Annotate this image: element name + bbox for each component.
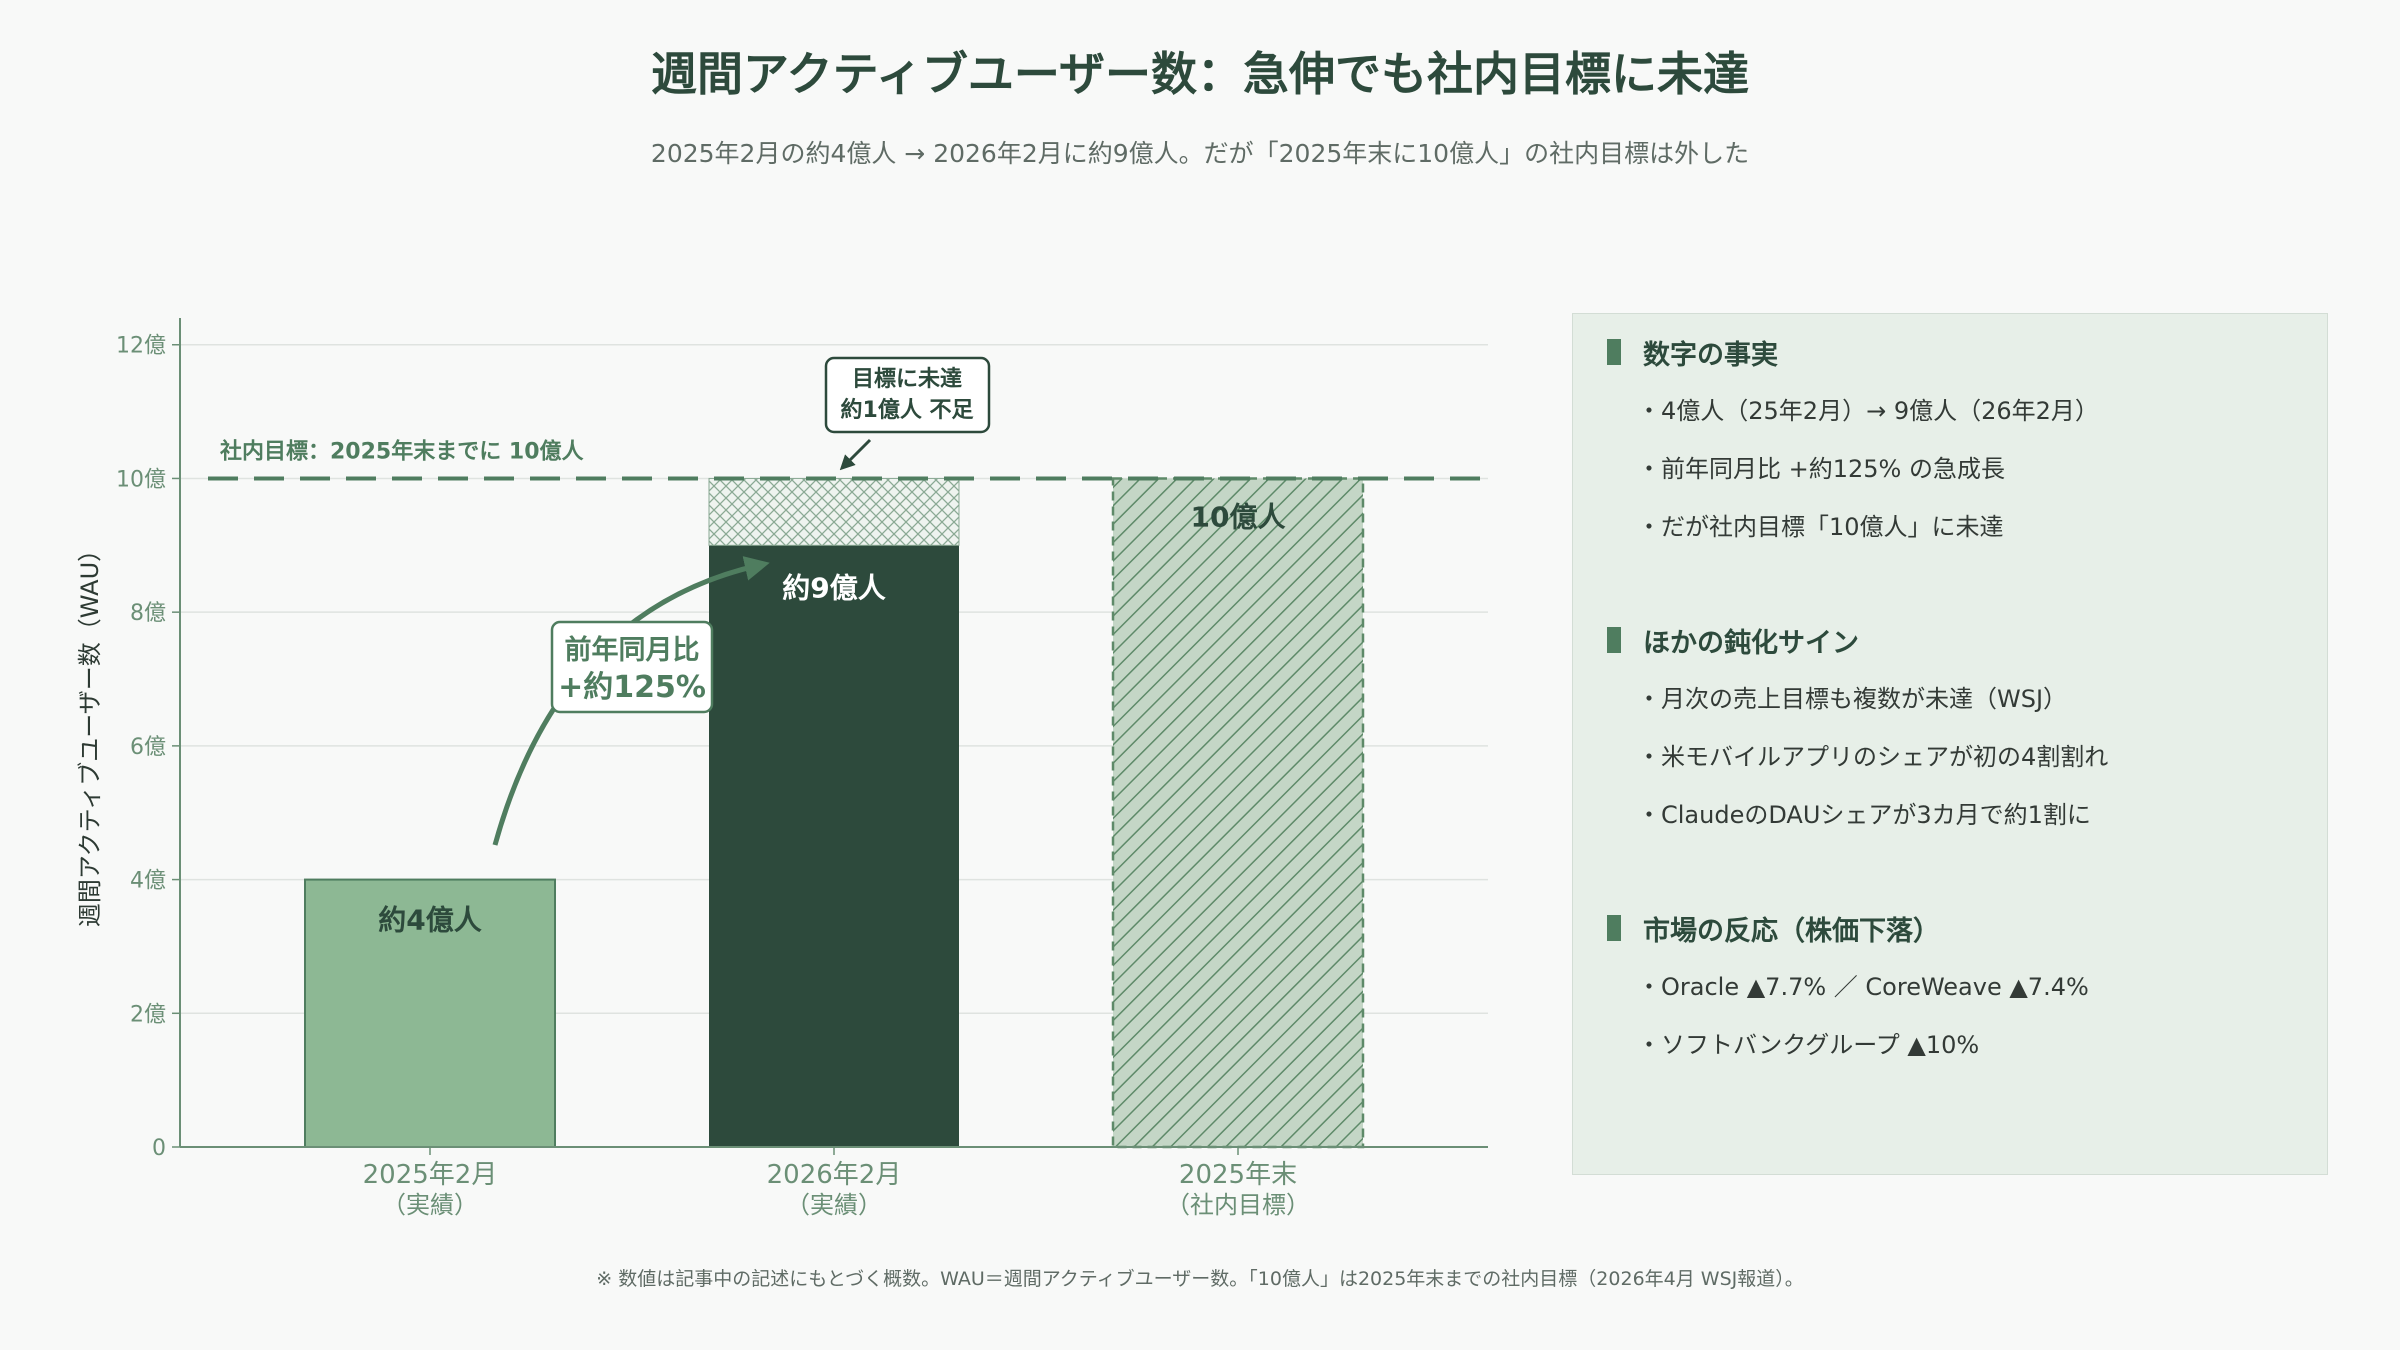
list-item: だが社内目標「10億人」に未達	[1637, 498, 2099, 556]
bar-label: 約4億人	[378, 904, 481, 937]
heading-marker	[1607, 915, 1621, 941]
y-tick-label: 0	[152, 1136, 166, 1161]
x-tick-sublabel: （実績）	[382, 1191, 478, 1219]
bar-label: 約9億人	[782, 571, 885, 604]
shortfall-arrow	[839, 438, 872, 471]
heading-marker	[1607, 339, 1621, 365]
growth-callout-box	[550, 620, 714, 714]
y-tick-label: 6億	[130, 735, 166, 760]
facts-panel: 数字の事実 4億人（25年2月）→ 9億人（26年2月） 前年同月比 +約125…	[1572, 313, 2328, 1175]
axes: 02億4億6億8億10億12億2025年2月（実績）2026年2月（実績）202…	[76, 318, 1488, 1219]
growth-callout-line2: +約125%	[558, 670, 706, 705]
shortfall-callout-box	[824, 356, 991, 434]
list-item: 月次の売上目標も複数が未達（WSJ）	[1637, 670, 2108, 728]
section-heading: 数字の事実	[1607, 334, 2099, 371]
growth-callout-line1: 前年同月比	[565, 634, 700, 666]
panel-section-signs: ほかの鈍化サイン 月次の売上目標も複数が未達（WSJ） 米モバイルアプリのシェア…	[1607, 622, 2108, 844]
shortfall-callout-line1: 目標に未達	[852, 366, 962, 392]
panel-section-market: 市場の反応（株価下落） Oracle ▲7.7% ／ CoreWeave ▲7.…	[1607, 910, 2089, 1074]
list-item: 前年同月比 +約125% の急成長	[1637, 440, 2099, 498]
panel-section-facts: 数字の事実 4億人（25年2月）→ 9億人（26年2月） 前年同月比 +約125…	[1607, 334, 2099, 556]
y-tick-label: 10億	[116, 467, 166, 492]
x-tick-sublabel: （社内目標）	[1166, 1191, 1310, 1219]
chart-subtitle: 2025年2月の約4億人 → 2026年2月に約9億人。だが「2025年末に10…	[650, 139, 1750, 168]
x-tick-label: 2026年2月	[767, 1160, 902, 1190]
x-tick-sublabel: （実績）	[786, 1191, 882, 1219]
x-tick-label: 2025年末	[1179, 1160, 1297, 1190]
y-tick-label: 8億	[130, 601, 166, 626]
bar-target	[1111, 477, 1365, 1149]
list-item: ClaudeのDAUシェアが3カ月で約1割に	[1637, 786, 2108, 844]
list-item: 米モバイルアプリのシェアが初の4割割れ	[1637, 728, 2108, 786]
bar-gap-segment	[708, 477, 960, 546]
bar-label: 10億人	[1191, 500, 1286, 533]
shortfall-callout-line2: 約1億人 不足	[841, 397, 974, 423]
bar-2026-02	[709, 545, 959, 1147]
section-heading: 市場の反応（株価下落）	[1607, 910, 2089, 947]
heading-text: 数字の事実	[1643, 339, 1778, 371]
y-tick-label: 12億	[116, 334, 166, 359]
section-heading: ほかの鈍化サイン	[1607, 622, 2108, 659]
y-tick-label: 4億	[130, 869, 166, 894]
heading-marker	[1607, 627, 1621, 653]
bar-chart: 02億4億6億8億10億12億2025年2月（実績）2026年2月（実績）202…	[76, 318, 1488, 1219]
y-axis-title: 週間アクティブユーザー数（WAU）	[76, 538, 104, 927]
bars	[304, 477, 1365, 1149]
list-item: Oracle ▲7.7% ／ CoreWeave ▲7.4%	[1637, 958, 2089, 1016]
target-line-label: 社内目標：2025年末までに 10億人	[220, 438, 584, 464]
heading-text: 市場の反応（株価下落）	[1643, 915, 1940, 947]
bar-2025-02	[304, 878, 556, 1148]
heading-text: ほかの鈍化サイン	[1643, 627, 1859, 659]
x-tick-label: 2025年2月	[363, 1160, 498, 1190]
list-item: ソフトバンクグループ ▲10%	[1637, 1016, 2089, 1074]
footnote: ※ 数値は記事中の記述にもとづく概数。WAU＝週間アクティブユーザー数。「10億…	[596, 1268, 1804, 1290]
list-item: 4億人（25年2月）→ 9億人（26年2月）	[1637, 382, 2099, 440]
y-tick-label: 2億	[130, 1002, 166, 1027]
chart-title: 週間アクティブユーザー数：急伸でも社内目標に未達	[650, 47, 1750, 101]
